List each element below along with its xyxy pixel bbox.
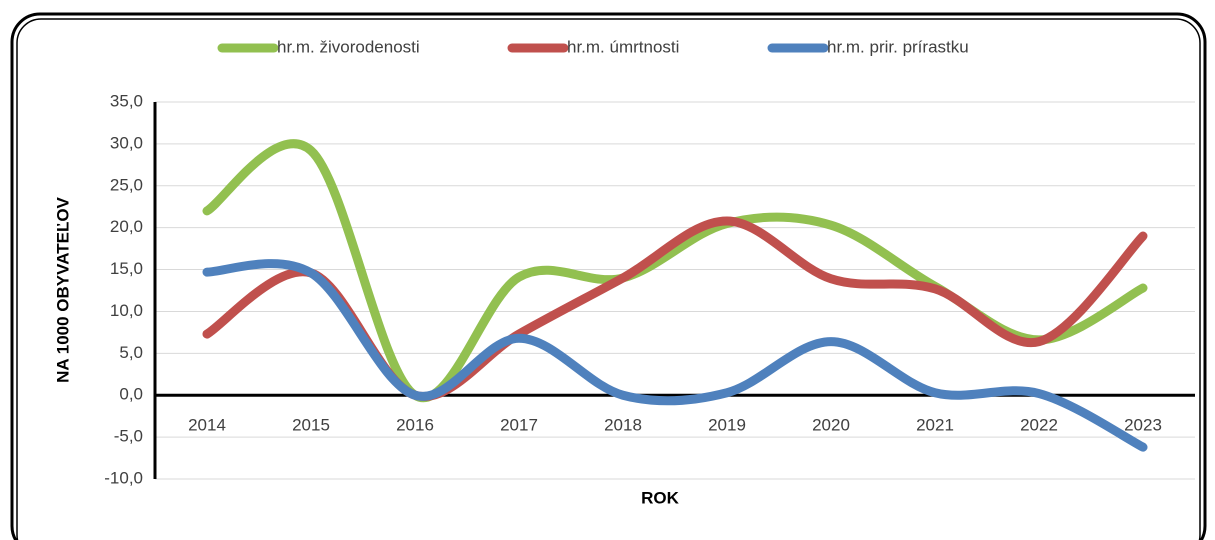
y-tick-label: 0,0	[119, 385, 143, 404]
x-tick-label: 2016	[396, 416, 434, 435]
x-tick-label: 2015	[292, 416, 330, 435]
y-tick-label: 25,0	[110, 175, 143, 194]
y-tick-label: 15,0	[110, 259, 143, 278]
legend-label: hr.m. prir. prírastku	[827, 37, 969, 56]
series-line	[202, 259, 1148, 452]
x-tick-label: 2014	[188, 416, 226, 435]
y-tick-label: -5,0	[114, 427, 143, 446]
x-tick-label: 2022	[1020, 416, 1058, 435]
x-axis-title: ROK	[641, 488, 680, 507]
y-tick-label: -10,0	[104, 468, 143, 487]
x-tick-label: 2018	[604, 416, 642, 435]
y-tick-label: 35,0	[110, 91, 143, 110]
x-tick-label: 2023	[1124, 416, 1162, 435]
x-tick-label: 2017	[500, 416, 538, 435]
y-tick-label: 5,0	[119, 343, 143, 362]
x-tick-label: 2021	[916, 416, 954, 435]
x-tick-label: 2019	[708, 416, 746, 435]
legend-label: hr.m. úmrtnosti	[567, 37, 679, 56]
y-axis-title: NA 1000 OBYVATEĽOV	[53, 196, 72, 382]
y-tick-label: 20,0	[110, 217, 143, 236]
x-tick-label: 2020	[812, 416, 850, 435]
chart-frame-inner	[16, 18, 1201, 540]
y-tick-label: 10,0	[110, 301, 143, 320]
y-tick-label: 30,0	[110, 133, 143, 152]
legend-label: hr.m. živorodenosti	[277, 37, 420, 56]
